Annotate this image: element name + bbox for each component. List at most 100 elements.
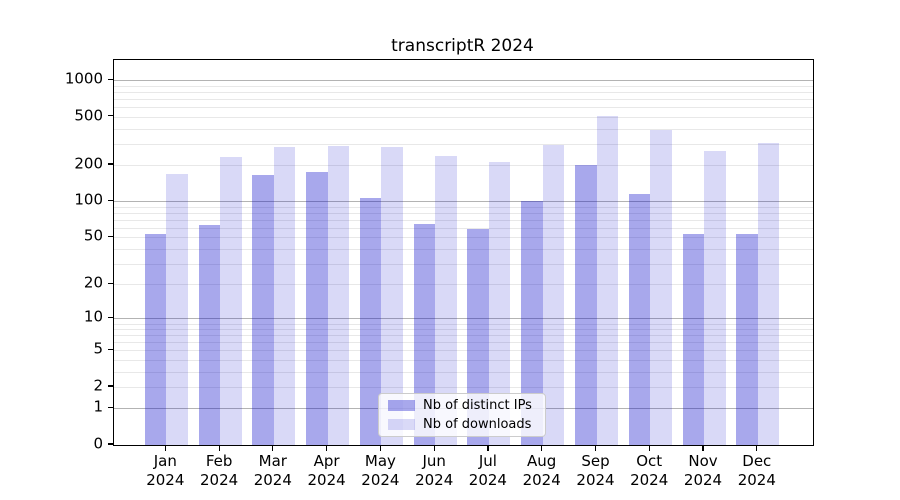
gridline-minor-900 <box>114 85 813 87</box>
y-tick-5 <box>108 348 113 351</box>
x-tick-label-jan: Jan 2024 <box>146 452 185 489</box>
legend-swatch-nb-of-downloads <box>388 418 415 430</box>
gridline-minor-800 <box>114 92 813 94</box>
x-tick-oct <box>648 445 650 451</box>
y-tick-200 <box>108 163 113 165</box>
y-tick-0 <box>108 443 113 445</box>
gridline-major-10 <box>114 318 813 320</box>
bar-distinct-ips-apr <box>306 171 328 445</box>
legend-swatch-nb-of-distinct-ips <box>388 400 415 412</box>
gridline-minor-5 <box>114 350 813 352</box>
gridline-minor-7 <box>114 335 813 337</box>
y-tick-label-5: 5 <box>93 340 103 359</box>
bar-downloads-oct <box>650 129 672 445</box>
x-tick-label-aug: Aug 2024 <box>522 452 561 489</box>
y-tick-1 <box>108 406 113 409</box>
gridline-major-100 <box>114 201 813 203</box>
x-tick-label-feb: Feb 2024 <box>200 452 239 489</box>
bar-downloads-jun <box>435 156 457 445</box>
gridline-minor-8 <box>114 329 813 330</box>
legend-label-nb-of-distinct-ips: Nb of distinct IPs <box>423 398 532 414</box>
bar-distinct-ips-nov <box>682 234 704 445</box>
bar-downloads-sep <box>596 116 618 445</box>
x-tick-label-may: May 2024 <box>361 452 400 489</box>
gridline-minor-60 <box>114 228 813 229</box>
bar-downloads-jul <box>488 161 511 445</box>
y-tick-label-0: 0 <box>93 434 103 453</box>
gridline-minor-700 <box>114 99 813 101</box>
y-tick-2 <box>108 385 113 387</box>
x-tick-may <box>379 445 382 451</box>
x-tick-feb <box>218 445 220 451</box>
gridline-minor-50 <box>114 237 813 239</box>
x-tick-jul <box>487 445 489 451</box>
gridline-minor-40 <box>114 249 813 250</box>
y-tick-label-500: 500 <box>74 106 103 125</box>
y-tick-label-20: 20 <box>83 273 103 292</box>
bar-downloads-mar <box>273 146 296 445</box>
x-tick-sep <box>594 445 597 451</box>
gridline-minor-30 <box>114 263 813 265</box>
gridline-minor-200 <box>114 165 813 166</box>
gridline-minor-90 <box>114 206 813 208</box>
bar-distinct-ips-dec <box>736 233 758 445</box>
x-tick-label-oct: Oct 2024 <box>630 452 669 489</box>
bar-downloads-aug <box>542 145 565 445</box>
gridline-minor-9 <box>114 323 813 325</box>
x-tick-mar <box>272 445 274 451</box>
bar-distinct-ips-mar <box>252 175 274 445</box>
y-tick-label-10: 10 <box>83 308 103 327</box>
gridline-minor-300 <box>114 143 813 145</box>
x-tick-nov <box>702 445 704 451</box>
bar-downloads-jan <box>166 173 188 445</box>
x-tick-label-mar: Mar 2024 <box>253 452 292 489</box>
gridline-minor-6 <box>114 342 813 344</box>
gridline-major-1000 <box>114 80 813 82</box>
bar-downloads-apr <box>327 145 350 445</box>
gridline-minor-2 <box>114 387 813 388</box>
gridline-minor-4 <box>114 360 813 361</box>
plot-area <box>113 59 814 446</box>
y-tick-label-1000: 1000 <box>64 69 103 88</box>
x-tick-jun <box>433 445 435 451</box>
y-tick-500 <box>108 115 113 117</box>
bar-downloads-nov <box>704 150 726 445</box>
bar-downloads-may <box>381 146 403 445</box>
x-tick-label-jun: Jun 2024 <box>415 452 454 489</box>
bar-distinct-ips-oct <box>628 194 651 445</box>
x-tick-label-dec: Dec 2024 <box>737 452 776 489</box>
y-tick-10 <box>108 316 113 319</box>
y-tick-100 <box>108 199 113 202</box>
chart-title: transcriptR 2024 <box>391 36 534 56</box>
bar-distinct-ips-aug <box>521 201 543 445</box>
bar-distinct-ips-jul <box>467 228 489 445</box>
x-tick-label-apr: Apr 2024 <box>307 452 346 489</box>
bar-distinct-ips-jan <box>144 233 167 445</box>
x-tick-apr <box>326 445 328 451</box>
y-tick-label-2: 2 <box>93 376 103 395</box>
y-tick-label-50: 50 <box>83 227 103 246</box>
x-tick-aug <box>541 445 543 451</box>
bar-downloads-feb <box>220 157 242 445</box>
gridline-minor-3 <box>114 371 813 373</box>
gridline-minor-400 <box>114 128 813 130</box>
bar-downloads-dec <box>757 142 780 445</box>
x-tick-label-jul: Jul 2024 <box>468 452 507 489</box>
bar-distinct-ips-sep <box>575 165 597 445</box>
y-tick-label-100: 100 <box>74 191 103 210</box>
x-tick-label-sep: Sep 2024 <box>576 452 615 489</box>
y-tick-1000 <box>108 78 113 80</box>
bar-distinct-ips-may <box>359 198 382 445</box>
bar-distinct-ips-jun <box>413 223 436 445</box>
legend-row-nb-of-distinct-ips: Nb of distinct IPs <box>388 398 536 414</box>
x-tick-label-nov: Nov 2024 <box>683 452 723 489</box>
legend: Nb of distinct IPs Nb of downloads <box>378 393 546 437</box>
y-tick-label-200: 200 <box>74 154 103 173</box>
gridline-minor-80 <box>114 213 813 214</box>
gridline-minor-20 <box>114 284 813 286</box>
gridline-minor-70 <box>114 220 813 221</box>
gridline-minor-600 <box>114 107 813 109</box>
y-tick-20 <box>108 282 113 284</box>
y-tick-50 <box>108 235 113 238</box>
